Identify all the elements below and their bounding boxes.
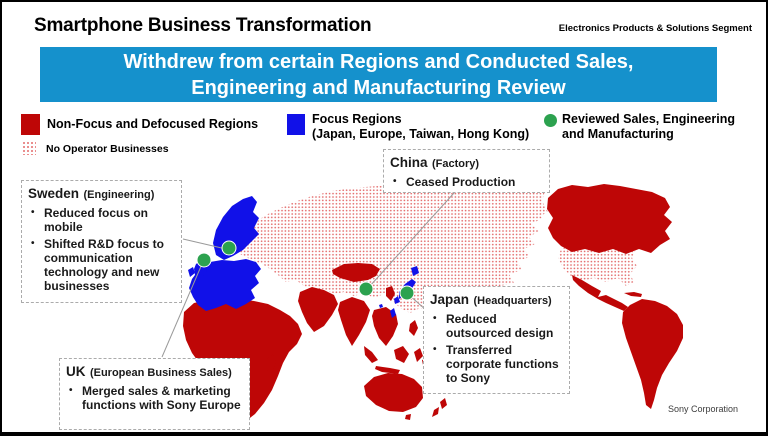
callout-china-heading: China (Factory): [390, 154, 543, 172]
callout-uk: UK (European Business Sales) Merged sale…: [59, 358, 250, 430]
region-java: [375, 366, 400, 374]
region-new-zealand-north: [440, 398, 447, 409]
callout-china: China (Factory) Ceased Production: [383, 149, 550, 193]
banner-line1: Withdrew from certain Regions and Conduc…: [123, 50, 634, 73]
callout-china-bullet: Ceased Production: [390, 175, 543, 189]
callout-sweden-title: Sweden: [28, 186, 80, 201]
connector-sweden: [182, 238, 227, 250]
callout-sweden-bullet: Reduced focus on mobile: [28, 206, 175, 234]
callout-japan-title: Japan: [430, 292, 470, 307]
page-title: Smartphone Business Transformation: [34, 15, 372, 36]
region-borneo: [394, 346, 409, 363]
callout-japan: Japan (Headquarters) Reduced outsourced …: [423, 286, 570, 394]
legend-green-swatch: [544, 114, 557, 127]
legend-blue-label-line1: Focus Regions: [312, 112, 402, 126]
region-japan-hokkaido: [411, 266, 419, 276]
marker-china: [358, 281, 374, 297]
marker-uk: [196, 252, 212, 268]
callout-uk-bullets: Merged sales & marketing functions with …: [66, 384, 243, 412]
region-philippines: [409, 320, 418, 336]
region-russia-china-dotted: [240, 182, 542, 313]
callout-china-bullets: Ceased Production: [390, 175, 543, 189]
callout-sweden-bullet: Shifted R&D focus to communication techn…: [28, 237, 175, 293]
callout-uk-bullet: Merged sales & marketing functions with …: [66, 384, 243, 412]
callout-uk-subtitle: (European Business Sales): [89, 367, 232, 379]
reviewed-markers: [196, 240, 415, 301]
legend-blue-label-line2: (Japan, Europe, Taiwan, Hong Kong): [312, 127, 530, 141]
callout-uk-heading: UK (European Business Sales): [66, 363, 243, 381]
region-new-zealand-south: [432, 407, 439, 417]
legend-blue-swatch: [287, 114, 305, 135]
callout-sweden: Sweden (Engineering) Reduced focus on mo…: [21, 180, 182, 303]
callout-japan-bullet: Transferred corporate functions to Sony: [430, 343, 563, 385]
region-mongolia: [332, 263, 380, 282]
callout-japan-bullets: Reduced outsourced design Transferred co…: [430, 312, 563, 385]
region-mexico-central-america: [572, 275, 628, 311]
region-hong-kong: [379, 304, 383, 308]
region-japan-kyushu: [394, 296, 400, 304]
region-tasmania: [405, 414, 411, 420]
region-australia: [364, 373, 423, 412]
callout-sweden-heading: Sweden (Engineering): [28, 185, 175, 203]
region-usa-dotted: [558, 243, 637, 286]
callout-sweden-bullets: Reduced focus on mobile Shifted R&D focu…: [28, 206, 175, 293]
callout-china-title: China: [390, 155, 428, 170]
connector-uk: [161, 263, 203, 358]
legend-green-label-line2: and Manufacturing: [562, 127, 674, 141]
region-taiwan: [390, 308, 396, 318]
region-canada: [547, 184, 672, 254]
marker-japan: [399, 285, 415, 301]
legend-dotted-swatch: [22, 141, 36, 155]
regions-non-focus-red: [183, 184, 683, 421]
region-middle-east: [298, 287, 338, 332]
legend-green-label: Reviewed Sales, Engineering and Manufact…: [562, 112, 735, 142]
callout-japan-bullet: Reduced outsourced design: [430, 312, 563, 340]
callout-japan-heading: Japan (Headquarters): [430, 291, 563, 309]
segment-label: Electronics Products & Solutions Segment: [558, 23, 752, 34]
legend-red-swatch: [21, 114, 40, 135]
headline-banner: Withdrew from certain Regions and Conduc…: [40, 47, 717, 102]
region-sumatra: [364, 346, 378, 363]
footer-company: Sony Corporation: [667, 404, 738, 414]
region-south-america: [622, 299, 683, 409]
region-korea: [386, 286, 395, 301]
legend-dotted-label: No Operator Businesses: [46, 143, 169, 155]
callout-japan-subtitle: (Headquarters): [473, 295, 552, 307]
callout-sweden-subtitle: (Engineering): [83, 189, 155, 201]
region-ireland: [188, 267, 195, 277]
region-sulawesi: [414, 348, 423, 362]
connector-china: [368, 192, 455, 288]
callout-uk-title: UK: [66, 364, 86, 379]
region-alaska-dotted: [522, 188, 548, 216]
region-europe: [189, 259, 261, 311]
marker-sweden: [221, 240, 237, 256]
region-india: [338, 297, 370, 346]
banner-line2: Engineering and Manufacturing Review: [191, 76, 566, 99]
region-madagascar: [267, 354, 276, 373]
legend-blue-label: Focus Regions (Japan, Europe, Taiwan, Ho…: [312, 112, 529, 142]
callout-china-subtitle: (Factory): [431, 158, 480, 170]
legend-red-label: Non-Focus and Defocused Regions: [47, 117, 259, 131]
region-caribbean: [624, 292, 642, 297]
legend-green-label-line1: Reviewed Sales, Engineering: [562, 112, 735, 126]
region-indochina: [372, 307, 398, 346]
